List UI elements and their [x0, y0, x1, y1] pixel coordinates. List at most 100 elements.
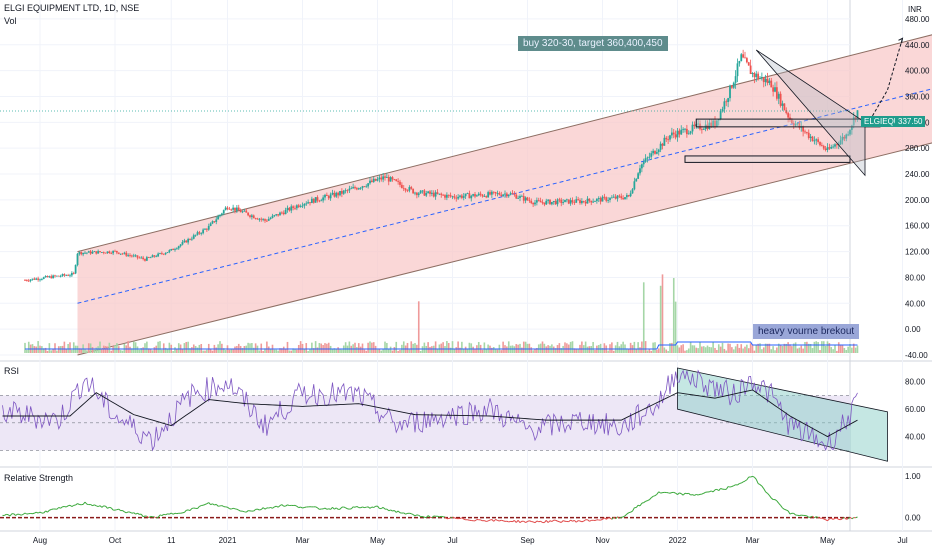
candle-body — [63, 274, 66, 276]
rs-line-segment — [793, 512, 796, 516]
rs-line-segment — [317, 507, 320, 510]
y-tick-label: 360.00 — [905, 92, 930, 101]
candle-body — [310, 198, 313, 204]
candle-body — [560, 199, 563, 204]
rs-line-segment — [210, 503, 213, 506]
symbol-badge: ELGIEQUIP — [861, 116, 911, 127]
candle-body — [757, 73, 760, 79]
rs-line-segment — [418, 514, 421, 518]
candle-body — [580, 200, 583, 204]
volume-bar — [747, 348, 750, 353]
rs-line-segment — [501, 519, 504, 522]
volume-bar — [753, 350, 756, 353]
rs-line-segment — [272, 506, 275, 509]
volume-bar — [603, 343, 606, 353]
rs-line-segment — [787, 510, 791, 515]
candle-body — [211, 221, 214, 224]
rs-line-segment — [90, 504, 93, 507]
candle-body — [819, 141, 821, 146]
candle-body — [796, 123, 799, 124]
rs-line-segment — [816, 516, 819, 519]
candle-body — [245, 210, 248, 213]
volume-bar — [132, 341, 135, 353]
candle-body — [517, 197, 520, 199]
candle-body — [725, 101, 728, 103]
x-tick-label: Jul — [447, 536, 457, 545]
candle-body — [487, 192, 490, 198]
volume-bar — [764, 343, 767, 353]
volume-bar — [530, 347, 533, 353]
candle-body — [729, 85, 731, 99]
rs-line-segment — [315, 506, 318, 509]
candle-body — [783, 103, 786, 111]
volume-bar — [292, 348, 294, 353]
candle-body — [395, 179, 398, 182]
rs-line-segment — [328, 508, 331, 510]
rs-line-segment — [148, 515, 151, 519]
rs-line-segment — [555, 519, 558, 522]
candle-body — [515, 194, 518, 199]
volume-note[interactable]: heavy vourne brekout — [753, 324, 860, 339]
rs-line-segment — [208, 502, 211, 505]
candle-body — [314, 197, 317, 203]
rs-line-segment — [45, 510, 48, 513]
candle-body — [584, 201, 587, 204]
rs-line-segment — [540, 520, 543, 523]
rsi-tick-label: 40.00 — [905, 433, 926, 442]
volume-bar — [740, 344, 743, 353]
volume-bar — [485, 348, 488, 353]
rs-line-segment — [232, 507, 236, 510]
volume-bar — [142, 347, 144, 353]
candle-body — [374, 178, 377, 181]
candle-body — [168, 250, 171, 253]
candle-body — [573, 202, 576, 204]
candle-body — [110, 252, 113, 254]
candle-body — [753, 73, 756, 78]
candle-body — [817, 139, 820, 142]
volume-bar — [421, 346, 424, 353]
volume-bar — [821, 341, 823, 353]
volume-bar — [822, 341, 825, 353]
candle-body — [327, 195, 330, 199]
volume-bar — [851, 347, 853, 353]
trade-note[interactable]: buy 320-30, target 360,400,450 — [518, 36, 668, 51]
rs-line-segment — [187, 509, 191, 512]
rsi-line — [2, 369, 858, 452]
candle-body — [571, 200, 574, 203]
candle-body — [427, 191, 430, 194]
volume-bar — [189, 348, 191, 353]
volume-bar — [521, 347, 523, 353]
volume-bar — [204, 350, 206, 353]
rs-line-segment — [264, 507, 268, 510]
candle-body — [824, 148, 827, 150]
rs-line-segment — [502, 520, 506, 522]
rs-line-segment — [131, 512, 134, 514]
candle-body — [241, 211, 244, 213]
rs-line-segment — [414, 514, 418, 517]
projection-path — [872, 38, 903, 117]
last-price-badge: 337.50 — [895, 116, 926, 127]
volume-bar — [693, 345, 696, 353]
candle-body — [468, 193, 471, 199]
volume-bar — [371, 342, 373, 353]
volume-bar — [369, 341, 371, 353]
rs-line-segment — [624, 513, 628, 517]
volume-bar — [691, 345, 694, 353]
candle-body — [764, 78, 767, 83]
rs-line-segment — [276, 505, 279, 508]
candle-body — [55, 275, 58, 277]
candle-body — [590, 200, 593, 203]
rs-line-segment — [37, 511, 41, 514]
volume-bar — [95, 347, 98, 353]
rs-line-segment — [658, 491, 661, 494]
candle-body — [811, 136, 814, 142]
candle-body — [209, 223, 212, 226]
rs-line-segment — [825, 519, 828, 522]
rs-line-segment — [405, 512, 408, 515]
candle-body — [674, 134, 677, 138]
rs-line-segment — [56, 507, 60, 510]
candle-body — [610, 197, 613, 199]
candle-body — [595, 198, 598, 202]
volume-bar — [811, 348, 814, 353]
